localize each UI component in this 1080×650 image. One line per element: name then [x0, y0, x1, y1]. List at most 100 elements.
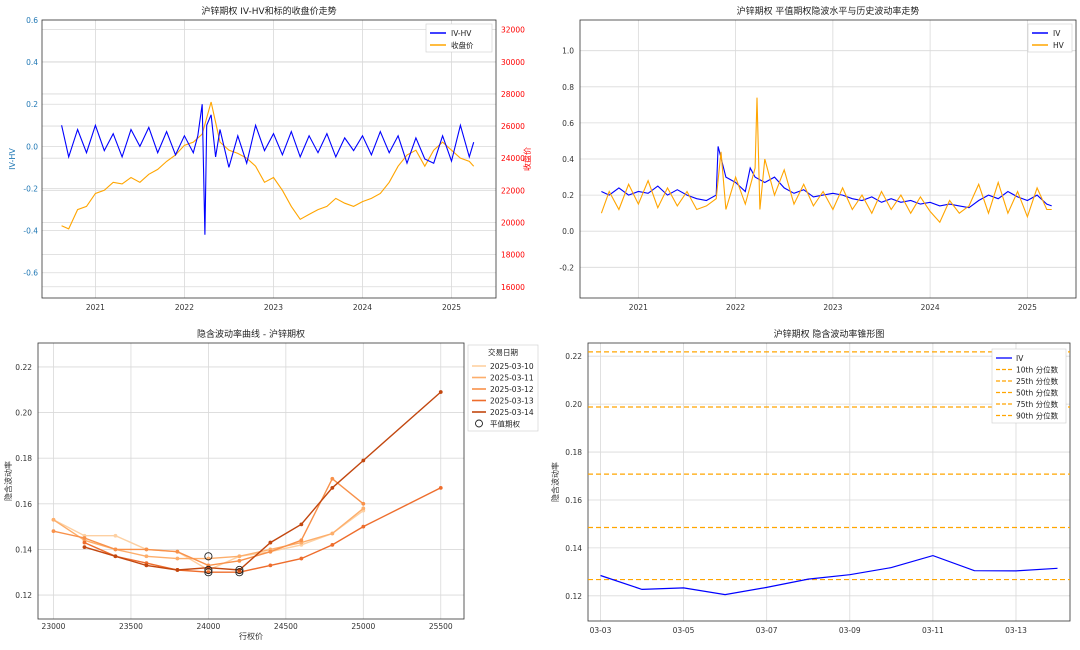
y2-tick-label: 30000 — [501, 58, 525, 67]
iv-curve-point — [330, 485, 335, 490]
y-tick-label: 0.20 — [15, 409, 32, 418]
y2-tick-label: 32000 — [501, 26, 525, 35]
y-tick-label: 0.12 — [15, 591, 32, 600]
x-tick-label: 2022 — [175, 303, 194, 312]
plot-frame — [579, 19, 1077, 299]
atm-marker — [204, 552, 213, 561]
y-axis-label: 隐含波动率 — [550, 462, 560, 502]
x-tick-label: 03-11 — [922, 626, 944, 635]
iv-curve-point — [438, 485, 443, 490]
x-tick-label: 2025 — [1018, 303, 1037, 312]
iv-curve-point — [299, 538, 304, 543]
chart-title: 沪锌期权 隐含波动率锥形图 — [774, 328, 885, 340]
y-tick-label: -0.2 — [559, 263, 574, 272]
y-tick-label: 0.14 — [15, 545, 32, 554]
iv-line — [601, 146, 1052, 209]
atm-marker — [235, 565, 244, 575]
panel-ivhv-close: 沪锌期权 IV-HV和标的收盘价走势 2021 2022 2023 2024 2025 -0… — [0, 0, 540, 323]
legend-box — [467, 344, 539, 432]
legend-atm-marker — [475, 419, 483, 428]
y-tick-label: 1.0 — [562, 47, 574, 56]
iv-curve-point — [268, 549, 273, 554]
iv-curve-point — [113, 547, 118, 552]
x-tick-label: 25000 — [351, 622, 375, 631]
x-tick-label: 2021 — [86, 303, 105, 312]
legend-label: 平值期权 — [490, 419, 520, 429]
y2-tick-label: 20000 — [501, 218, 525, 227]
panel-iv-smile: 隐含波动率曲线 - 沪锌期权 23000 23500 24000 24500 25000 2… — [0, 323, 540, 646]
y-tick-label: 0.20 — [565, 400, 582, 409]
legend-label: 2025-03-10 — [490, 362, 534, 371]
y-tick-label: 0.18 — [565, 448, 582, 457]
iv-curve-point — [175, 568, 180, 572]
legend-box — [1027, 23, 1073, 53]
y-tick-label: 0.0 — [26, 142, 38, 151]
panel-iv-cone: 沪锌期权 隐含波动率锥形图 03-03 03-05 03-07 03-09 03-11 03… — [540, 323, 1080, 646]
iv-curve-point — [361, 458, 366, 463]
chart-title: 沪锌期权 平值期权隐波水平与历史波动率走势 — [737, 5, 920, 17]
legend-label: 2025-03-13 — [490, 397, 534, 406]
x-tick-label: 23500 — [119, 622, 143, 631]
x-tick-label: 03-09 — [839, 626, 861, 635]
y-tick-label: 0.6 — [562, 119, 574, 128]
x-tick-label: 2022 — [726, 303, 745, 312]
x-tick-label: 2023 — [264, 303, 283, 312]
iv-curve-point — [144, 554, 149, 559]
legend-label: IV — [1053, 29, 1061, 38]
legend-label: 收盘价 — [451, 40, 474, 50]
atm-marker — [235, 568, 244, 577]
close-price-line — [61, 101, 475, 230]
legend-label: 25th 分位数 — [1016, 376, 1059, 386]
panel-atm-iv-hv: 沪锌期权 平值期权隐波水平与历史波动率走势 2021 2022 2023 2024 202… — [540, 0, 1080, 323]
iv-curve-point — [438, 390, 443, 394]
legend-label: IV — [1016, 354, 1024, 363]
iv-curve-point — [330, 476, 335, 481]
y-tick-label: 0.4 — [26, 58, 38, 67]
x-tick-label: 2024 — [353, 303, 372, 312]
iv-line — [600, 554, 1058, 596]
hv-line — [600, 97, 1052, 224]
iv-curve-point — [144, 547, 149, 552]
legend-box — [425, 23, 493, 53]
y-tick-label: 0.18 — [15, 454, 32, 463]
x-tick-label: 24500 — [274, 622, 298, 631]
x-tick-label: 03-03 — [590, 626, 612, 635]
y2-tick-label: 18000 — [501, 251, 525, 260]
x-axis-label: 行权价 — [239, 631, 263, 641]
y-tick-label: -0.4 — [23, 227, 38, 236]
y-axis-label: IV-HV — [8, 148, 17, 170]
x-tick-label: 03-07 — [756, 626, 778, 635]
chart-iv-cone: 沪锌期权 隐含波动率锥形图 03-03 03-05 03-07 03-09 03-11 03… — [550, 328, 1071, 635]
iv-curve-point — [237, 558, 242, 563]
plot-frame — [37, 342, 465, 620]
y-tick-label: 0.12 — [565, 592, 582, 601]
y-axis-label: 隐含波动率 — [3, 461, 13, 501]
legend-box — [991, 348, 1067, 424]
iv-curve-point — [113, 533, 118, 538]
x-tick-label: 2021 — [629, 303, 648, 312]
legend-label: 10th 分位数 — [1016, 365, 1059, 375]
legend-label: 2025-03-14 — [490, 408, 534, 417]
chart-iv-smile: 隐含波动率曲线 - 沪锌期权 23000 23500 24000 24500 25000 2… — [3, 328, 539, 641]
iv-curve-point — [330, 542, 335, 547]
iv-curve-line — [84, 391, 442, 571]
iv-curve-point — [82, 545, 87, 550]
legend-label: 2025-03-11 — [490, 374, 534, 383]
y2-tick-label: 24000 — [501, 154, 525, 163]
iv-curve-line — [84, 487, 442, 573]
legend-title: 交易日期 — [488, 347, 518, 357]
x-tick-label: 03-13 — [1005, 626, 1027, 635]
iv-curve-point — [51, 517, 56, 522]
iv-curve-point — [144, 563, 149, 568]
iv-curve-point — [361, 524, 366, 529]
chart-title: 沪锌期权 IV-HV和标的收盘价走势 — [201, 5, 336, 17]
x-tick-label: 2023 — [823, 303, 842, 312]
legend-label: 2025-03-12 — [490, 385, 534, 394]
y-tick-label: 0.2 — [562, 191, 574, 200]
y-tick-label: 0.2 — [26, 100, 38, 109]
iv-curve-point — [82, 536, 87, 540]
iv-curve-point — [268, 540, 273, 545]
chart-atm-iv-hv: 沪锌期权 平值期权隐波水平与历史波动率走势 2021 2022 2023 2024 202… — [559, 5, 1077, 312]
iv-curve-point — [361, 501, 366, 506]
iv-curve-point — [237, 554, 242, 559]
